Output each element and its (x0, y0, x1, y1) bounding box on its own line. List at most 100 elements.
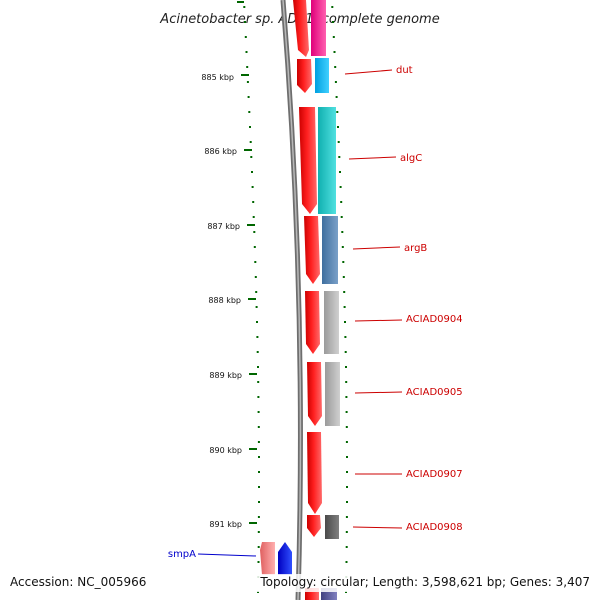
ruler-dot (331, 6, 334, 8)
cds-arrow[interactable] (304, 216, 320, 284)
ruler-dot (252, 216, 255, 218)
ruler-dot (247, 96, 250, 98)
ruler-dot (345, 516, 348, 518)
ruler-dot (257, 441, 260, 443)
ruler-dots-left (243, 6, 260, 593)
ruler-dot (257, 531, 260, 533)
cog-block[interactable] (315, 58, 329, 93)
cog-block[interactable] (318, 107, 336, 214)
ruler-tick (244, 149, 252, 151)
ruler-label-886: 886 kbp (204, 147, 237, 156)
cog-track (311, 0, 340, 600)
ruler-dot (345, 546, 348, 548)
label-leader-line (354, 319, 403, 322)
ruler-tick (249, 448, 257, 450)
ruler-tick (247, 224, 255, 226)
ruler-dot (244, 21, 246, 23)
gene-label-argB[interactable]: argB (404, 243, 427, 254)
ruler-dot (257, 381, 260, 383)
ruler-dot (258, 501, 260, 503)
ruler-label-890: 890 kbp (209, 446, 242, 455)
ruler-dot (257, 546, 260, 548)
ruler-dot (246, 66, 249, 68)
ruler-dot (345, 396, 348, 398)
ruler-dot (332, 36, 335, 38)
label-leader-line (197, 553, 257, 557)
gene-label-smpA[interactable]: smpA (168, 549, 196, 560)
genome-backbone (280, 0, 303, 600)
ruler-dot (258, 486, 260, 488)
cds-block-smpA-cog[interactable] (260, 542, 275, 575)
ruler-dot (335, 96, 338, 98)
cds-arrow[interactable] (297, 59, 312, 93)
ruler-dot (332, 21, 334, 23)
cog-block[interactable] (325, 362, 340, 426)
cog-block[interactable] (322, 216, 338, 284)
ruler-dot (253, 246, 256, 248)
cds-arrow[interactable] (307, 362, 322, 426)
ruler-dot (253, 231, 256, 233)
ruler-dot (345, 381, 348, 383)
cds-arrow[interactable] (307, 515, 321, 537)
ruler-dot (249, 126, 251, 128)
cds-arrow[interactable] (307, 432, 322, 514)
ruler-dot (256, 351, 259, 353)
cog-block[interactable] (324, 291, 339, 354)
genome-summary-text: Topology: circular; Length: 3,598,621 bp… (259, 575, 590, 589)
gene-label-ACIAD0907[interactable]: ACIAD0907 (406, 469, 463, 480)
cds-forward-track (293, 0, 322, 600)
ruler-dot (337, 126, 339, 128)
ruler-dot (258, 471, 260, 473)
ruler-dot (346, 471, 348, 473)
ruler-dot (255, 291, 258, 293)
ruler-dot (334, 66, 337, 68)
kbp-ruler: 885 kbp 886 kbp 887 kbp 888 kbp 889 kbp … (201, 1, 257, 529)
gene-label-ACIAD0908[interactable]: ACIAD0908 (406, 522, 463, 533)
gene-label-ACIAD0905[interactable]: ACIAD0905 (406, 387, 463, 398)
ruler-dot (343, 306, 346, 308)
ruler-dot (257, 426, 260, 428)
ruler-dot (339, 186, 342, 188)
ruler-dot (342, 261, 345, 263)
gene-label-dut[interactable]: dut (396, 65, 413, 76)
ruler-dot (243, 6, 246, 8)
ruler-dot (257, 516, 260, 518)
ruler-label-891: 891 kbp (209, 520, 242, 529)
cog-block[interactable] (311, 0, 326, 56)
gene-label-algC[interactable]: algC (400, 153, 422, 164)
ruler-tick (249, 373, 257, 375)
ruler-dot (339, 171, 341, 173)
ruler-dot (248, 111, 251, 113)
ruler-dot (256, 321, 258, 323)
ruler-dot (333, 51, 336, 53)
label-leader-line (352, 526, 403, 529)
ruler-dot (252, 201, 255, 203)
ruler-dot (345, 561, 348, 563)
ruler-dot (343, 291, 346, 293)
ruler-dot (251, 171, 253, 173)
ruler-dot (334, 81, 337, 83)
ruler-dot (251, 186, 254, 188)
ruler-dot (254, 276, 257, 278)
cds-arrow-smpA[interactable] (278, 542, 292, 575)
cog-block[interactable] (325, 515, 339, 539)
ruler-dot (345, 441, 348, 443)
ruler-dot (246, 81, 249, 83)
ruler-tick (249, 522, 257, 524)
cds-arrow[interactable] (293, 0, 309, 57)
ruler-dot (340, 201, 343, 203)
ruler-dot (257, 411, 260, 413)
ruler-dot (345, 531, 348, 533)
gene-label-ACIAD0904[interactable]: ACIAD0904 (406, 314, 463, 325)
ruler-dot (257, 366, 259, 368)
ruler-dot (345, 366, 347, 368)
cds-arrow[interactable] (305, 291, 320, 354)
ruler-dot (254, 261, 257, 263)
ruler-dot (341, 231, 344, 233)
cds-arrow[interactable] (299, 107, 317, 214)
ruler-dot (344, 351, 347, 353)
ruler-dot (344, 336, 347, 338)
ruler-dot (336, 111, 339, 113)
ruler-dot (257, 396, 260, 398)
ruler-dot (345, 411, 348, 413)
